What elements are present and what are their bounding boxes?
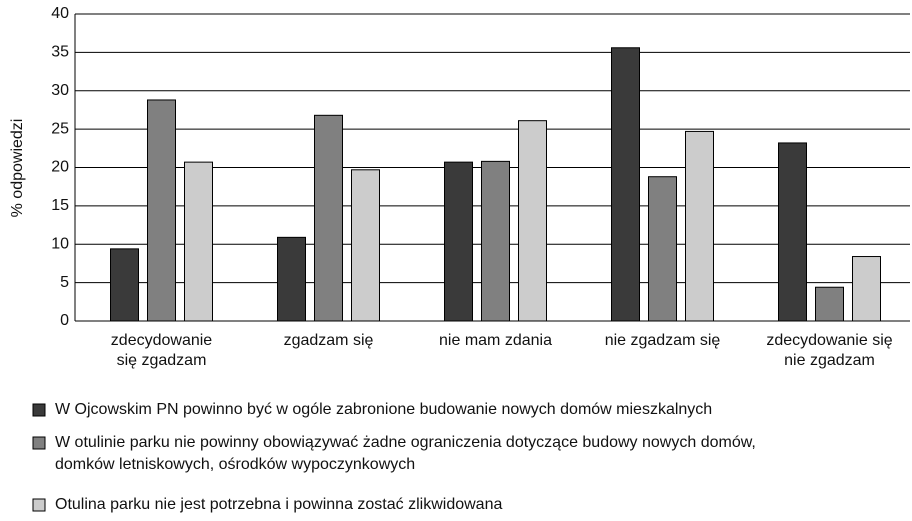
bar — [648, 176, 677, 322]
bar — [184, 161, 213, 322]
legend-label: Otulina parku nie jest potrzebna i powin… — [55, 496, 502, 513]
bar — [481, 160, 510, 322]
x-tick-label: nie mam zdania — [439, 332, 552, 349]
bar — [685, 130, 714, 322]
bar — [110, 248, 139, 322]
y-tick-label: 5 — [60, 274, 69, 291]
y-tick-label: 35 — [51, 44, 69, 61]
x-tick-label: zdecydowanie się nie zgadzam — [766, 332, 892, 369]
bar — [518, 120, 547, 322]
bar — [852, 256, 881, 322]
bar — [778, 142, 807, 322]
y-tick-label: 30 — [51, 82, 69, 99]
x-tick-label: nie zgadzam się — [605, 332, 721, 349]
y-tick-label: 20 — [51, 159, 69, 176]
bar — [351, 169, 380, 322]
legend-label: W Ojcowskim PN powinno być w ogóle zabro… — [55, 401, 712, 418]
y-tick-label: 40 — [51, 5, 69, 22]
x-tick-label: zdecydowanie się zgadzam — [111, 332, 213, 369]
bar — [611, 47, 640, 322]
bar — [147, 99, 176, 322]
y-tick-label: 25 — [51, 120, 69, 137]
x-tick-label: zgadzam się — [284, 332, 374, 349]
legend-label: W otulinie parku nie powinny obowiązywać… — [55, 434, 756, 473]
bar — [815, 286, 844, 322]
legend-swatch — [32, 403, 46, 417]
legend-swatch — [32, 436, 46, 450]
bar — [444, 161, 473, 322]
y-tick-label: 0 — [60, 312, 69, 329]
bar — [277, 236, 306, 322]
bar — [314, 114, 343, 322]
y-tick-label: 10 — [51, 235, 69, 252]
y-tick-label: 15 — [51, 197, 69, 214]
y-axis-label: % odpowiedzi — [9, 119, 26, 218]
legend-swatch — [32, 498, 46, 512]
